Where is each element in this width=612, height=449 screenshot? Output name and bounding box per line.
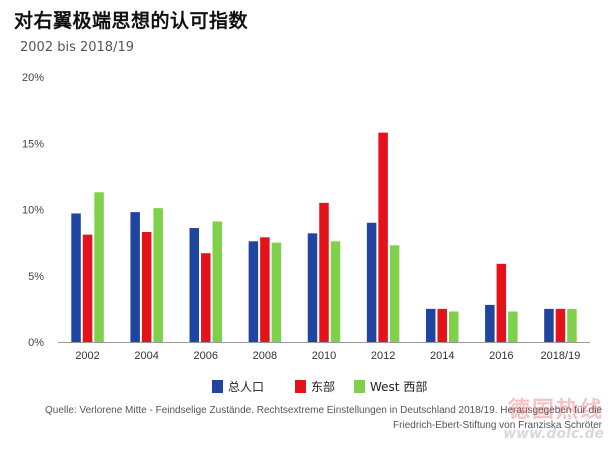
bar xyxy=(189,228,200,342)
bar xyxy=(555,308,566,342)
legend-swatch xyxy=(212,380,223,393)
bar xyxy=(260,237,270,342)
bar xyxy=(130,212,140,342)
bar xyxy=(508,311,518,342)
bar xyxy=(141,232,152,342)
bar xyxy=(271,242,282,342)
y-tick-label: 10% xyxy=(22,205,44,217)
bar xyxy=(330,241,341,342)
bar xyxy=(378,132,388,342)
legend-label: 总人口 xyxy=(228,380,264,394)
bar xyxy=(319,202,329,342)
legend-label: 东部 xyxy=(311,379,335,394)
y-tick-label: 20% xyxy=(22,72,44,84)
source-line-1: Quelle: Verlorene Mitte - Feindselige Zu… xyxy=(45,405,602,416)
bar xyxy=(71,213,81,342)
legend-swatch xyxy=(295,380,306,393)
bar xyxy=(389,245,400,342)
x-tick-label: 2004 xyxy=(134,350,158,362)
bar xyxy=(153,208,163,342)
y-tick-label: 5% xyxy=(28,271,44,283)
x-tick-label: 2014 xyxy=(430,350,454,362)
y-tick-label: 15% xyxy=(22,138,44,150)
bar xyxy=(248,241,259,342)
y-tick-label: 0% xyxy=(28,337,44,349)
chart-subtitle: 2002 bis 2018/19 xyxy=(20,40,134,55)
bar xyxy=(82,234,93,342)
bar xyxy=(544,308,554,342)
x-tick-label: 2008 xyxy=(253,350,277,362)
bar-chart: 0% 5% 10% 15% 20% 2002 2004 2006 2008 2010 2012 201… xyxy=(22,72,590,394)
bar xyxy=(212,221,223,342)
bar xyxy=(496,263,507,342)
x-tick-label: 2012 xyxy=(371,350,395,362)
bar xyxy=(94,192,104,342)
bar xyxy=(425,308,436,342)
bar xyxy=(366,222,377,342)
x-tick-label: 2006 xyxy=(194,350,218,362)
bar xyxy=(485,304,495,342)
bar xyxy=(448,311,459,342)
bar xyxy=(201,253,211,342)
bar xyxy=(307,233,318,342)
bar xyxy=(567,308,577,342)
x-tick-label: 2002 xyxy=(75,350,99,362)
x-tick-label: 2016 xyxy=(489,350,513,362)
source-line-2: Friedrich-Ebert-Stiftung von Franziska S… xyxy=(393,420,602,431)
source-note: Quelle: Verlorene Mitte - Feindselige Zu… xyxy=(12,403,602,433)
legend-swatch xyxy=(354,380,365,393)
x-tick-label: 2018/19 xyxy=(541,350,581,362)
bar xyxy=(437,308,447,342)
x-tick-label: 2010 xyxy=(312,350,336,362)
legend-label: West 西部 xyxy=(370,379,427,394)
chart-title: 对右翼极端思想的认可指数 xyxy=(14,10,249,32)
